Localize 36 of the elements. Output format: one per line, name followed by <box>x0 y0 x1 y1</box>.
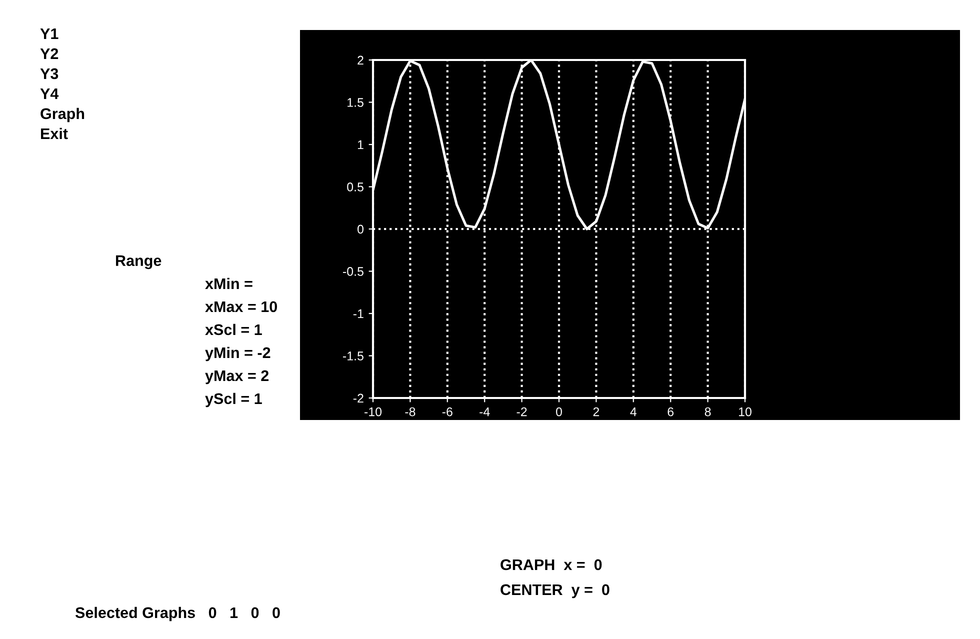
text: Selected Graphs 0 1 0 0 <box>75 606 280 622</box>
text: Range <box>116 255 162 270</box>
text: Graph <box>40 108 84 122</box>
x-tick-label: -4 <box>480 407 490 416</box>
y-tick-label: -1.5 <box>342 352 364 360</box>
text: CENTER y = 0 <box>500 584 610 598</box>
x-tick-label: 0 <box>556 407 562 416</box>
x-tick-label: -8 <box>405 407 416 416</box>
text: Y1 <box>40 28 58 39</box>
x-tick-label: -2 <box>516 407 527 416</box>
text: xScl = 1 <box>205 324 262 336</box>
y-tick-label: -2 <box>353 394 364 403</box>
text: xMin = <box>205 278 252 289</box>
x-tick-label: -10 <box>364 407 382 416</box>
x-tick-label: 6 <box>668 407 674 416</box>
text: yMin = -2 <box>205 346 270 362</box>
y-tick-label: 0.5 <box>347 182 364 192</box>
text: xMax = 10 <box>205 301 277 312</box>
text: Y3 <box>40 68 58 80</box>
y-tick-label: 1 <box>358 140 364 150</box>
text: Exit <box>41 128 68 140</box>
text: yScl = 1 <box>205 392 262 408</box>
x-tick-label: 2 <box>593 407 600 416</box>
x-tick-label: 8 <box>704 407 711 416</box>
text: Y4 <box>40 88 59 99</box>
y-tick-label: -0.5 <box>342 267 364 276</box>
x-tick-label: 10 <box>739 407 752 416</box>
y-tick-label: 0 <box>358 224 364 234</box>
text: GRAPH x = 0 <box>500 559 602 570</box>
y-tick-label: -1 <box>353 309 364 318</box>
x-tick-label: 4 <box>630 407 637 416</box>
text: Y2 <box>40 48 58 59</box>
x-tick-label: -6 <box>442 407 452 416</box>
y-tick-label: 2 <box>358 56 364 65</box>
y-tick-label: 1.5 <box>348 98 364 107</box>
text: yMax = 2 <box>205 370 269 384</box>
